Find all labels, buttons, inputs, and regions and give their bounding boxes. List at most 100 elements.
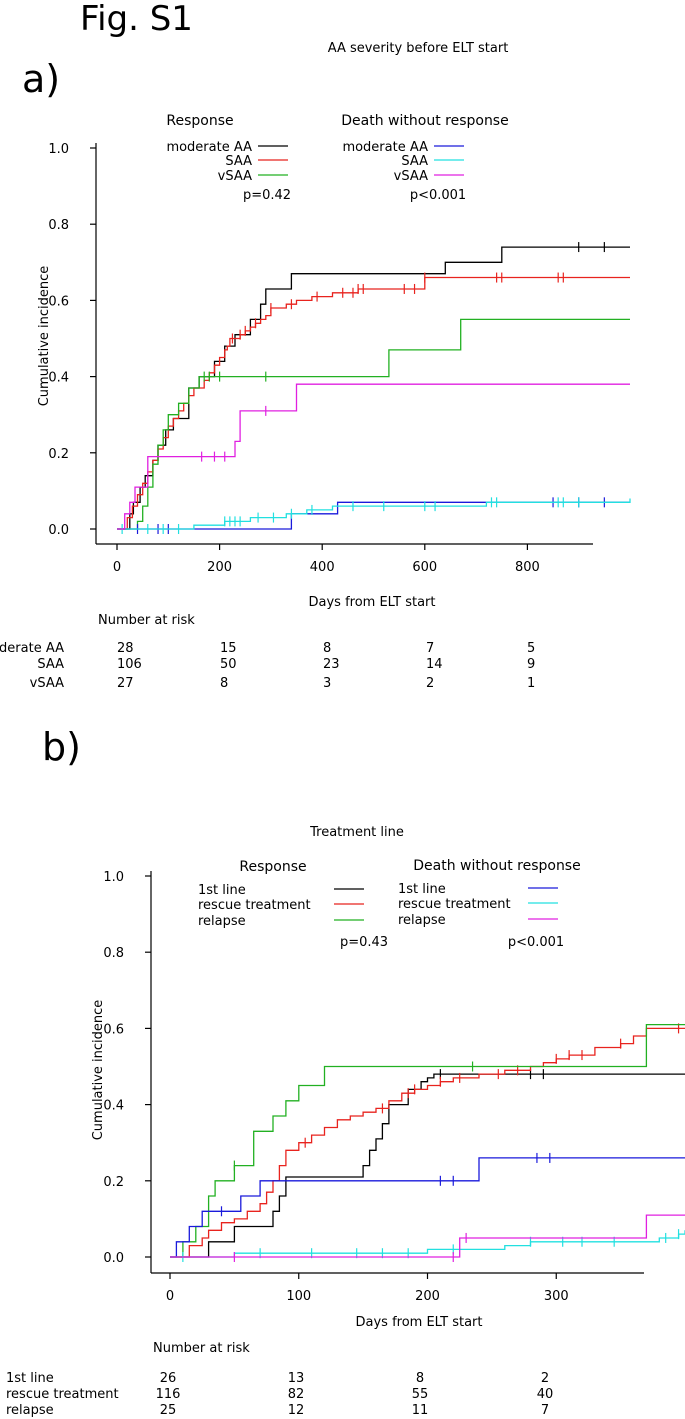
risk-table-cell: 82: [288, 1387, 305, 1402]
risk-table-a-row-label: vSAA: [30, 676, 64, 691]
panel-b-title: Treatment line: [309, 825, 404, 840]
risk-table-cell: 5: [527, 641, 535, 656]
risk-table-b-row-label: 1st line: [6, 1371, 54, 1386]
risk-table-cell: 9: [527, 657, 535, 672]
series-line-vsaa-response: [117, 318, 630, 530]
x-tick-label: 600: [412, 560, 437, 575]
risk-table-cell: 23: [323, 657, 340, 672]
risk-table-cell: 50: [220, 657, 237, 672]
risk-table-cell: 40: [537, 1387, 554, 1402]
x-tick-label: 300: [544, 1289, 569, 1304]
series-b: [170, 1023, 685, 1262]
risk-table-a-row-label: SAA: [37, 657, 64, 672]
risk-table-b-title: Number at risk: [153, 1341, 250, 1356]
x-tick-label: 800: [515, 560, 540, 575]
y-tick-label: 0.8: [103, 946, 124, 961]
risk-table-cell: 2: [426, 676, 434, 691]
ticks-a: 0 200 400 600 800 0.0 0.2 0.4 0.6 0.8 1.0: [48, 142, 540, 575]
x-tick-label: 0: [166, 1289, 174, 1304]
risk-table-cell: 25: [160, 1403, 177, 1418]
y-tick-label: 0.8: [48, 218, 69, 233]
risk-table-cell: 26: [160, 1371, 177, 1386]
series-line-rescue-treatment-response: [170, 1027, 685, 1258]
series-line-vsaa-death: [117, 383, 630, 530]
legend-a-response-title: Response: [166, 113, 233, 129]
legend-a-response-vsaa: vSAA: [218, 169, 252, 184]
risk-table-cell: 8: [323, 641, 331, 656]
risk-table-cell: 7: [541, 1403, 549, 1418]
y-tick-label: 0.6: [48, 294, 69, 309]
risk-table-b-row-label: rescue treatment: [6, 1387, 119, 1402]
x-axis-b-label: Days from ELT start: [356, 1315, 483, 1330]
panel-a-label: a): [22, 57, 60, 101]
legend-b-death-relapse: relapse: [398, 913, 446, 928]
x-axis-a-label: Days from ELT start: [309, 595, 436, 610]
series-line-saa-response: [117, 276, 630, 530]
legend-a-death-title: Death without response: [341, 113, 508, 129]
y-tick-label: 0.2: [103, 1175, 124, 1190]
p-value-a-response: p=0.42: [243, 188, 291, 203]
p-value-b-response: p=0.43: [340, 935, 388, 950]
risk-table-a-title: Number at risk: [98, 613, 195, 628]
y-tick-label: 0.0: [103, 1251, 124, 1266]
p-value-a-death: p<0.001: [410, 188, 466, 203]
x-tick-label: 200: [415, 1289, 440, 1304]
risk-table-cell: 8: [220, 676, 228, 691]
panel-b: b) Treatment line Response Death without…: [6, 725, 685, 1418]
x-tick-label: 400: [310, 560, 335, 575]
x-tick-label: 200: [207, 560, 232, 575]
legend-b-response-title: Response: [239, 859, 306, 875]
y-tick-label: 0.4: [48, 371, 69, 386]
risk-table-cell: 11: [412, 1403, 429, 1418]
risk-table-cell: 27: [117, 676, 134, 691]
series-a: [117, 242, 631, 534]
panel-b-label: b): [42, 725, 81, 769]
y-axis-a-label: Cumulative incidence: [37, 266, 52, 407]
legend-b-death-rescue: rescue treatment: [398, 897, 511, 912]
risk-table-cell: 106: [117, 657, 142, 672]
risk-table-cell: 3: [323, 676, 331, 691]
ticks-b: 0 100 200 300 0.0 0.2 0.4 0.6 0.8 1.0: [103, 870, 568, 1304]
x-tick-label: 100: [286, 1289, 311, 1304]
risk-table-cell: 55: [412, 1387, 429, 1402]
legend-a-response-moderate-aa: moderate AA: [166, 140, 252, 155]
risk-table-cell: 13: [288, 1371, 305, 1386]
risk-table-cell: 2: [541, 1371, 549, 1386]
legend-a-death-vsaa: vSAA: [394, 169, 428, 184]
y-tick-label: 1.0: [48, 142, 69, 157]
panel-a-title: AA severity before ELT start: [328, 41, 509, 56]
legend-b-response-1st-line: 1st line: [198, 883, 246, 898]
series-line-relapse-response: [170, 1023, 685, 1258]
y-axis-b-label: Cumulative incidence: [91, 1000, 106, 1141]
legend-a-death-saa: SAA: [401, 154, 428, 169]
figure-title: Fig. S1: [80, 0, 193, 39]
series-line-1st-line-response: [170, 1073, 685, 1258]
legend-a-response-saa: SAA: [225, 154, 252, 169]
risk-table-a: 28 15 8 7 5 106 50 23 14 9 27 8 3 2 1: [117, 641, 535, 691]
p-value-b-death: p<0.001: [508, 935, 564, 950]
risk-table-a-row-label: moderate AA: [0, 641, 64, 656]
x-tick-label: 0: [113, 560, 121, 575]
legend-b-response-rescue: rescue treatment: [198, 898, 311, 913]
risk-table-cell: 116: [156, 1387, 181, 1402]
legend-b-death-title: Death without response: [413, 858, 580, 874]
risk-table-cell: 12: [288, 1403, 305, 1418]
risk-table-b-row-label: relapse: [6, 1403, 54, 1418]
y-tick-label: 0.2: [48, 447, 69, 462]
y-tick-label: 0.4: [103, 1099, 124, 1114]
legend-b-response-relapse: relapse: [198, 914, 246, 929]
legend-a-death-moderate-aa: moderate AA: [342, 140, 428, 155]
y-tick-label: 0.0: [48, 523, 69, 538]
series-line-saa-death: [117, 498, 631, 530]
risk-table-cell: 7: [426, 641, 434, 656]
risk-table-cell: 1: [527, 676, 535, 691]
y-tick-label: 0.6: [103, 1022, 124, 1037]
risk-table-cell: 14: [426, 657, 443, 672]
risk-table-cell: 15: [220, 641, 237, 656]
y-tick-label: 1.0: [103, 870, 124, 885]
risk-table-cell: 28: [117, 641, 134, 656]
series-line-1st-line-death: [170, 1157, 685, 1258]
legend-b-death-1st-line: 1st line: [398, 882, 446, 897]
series-line-rescue-treatment-death: [170, 1230, 685, 1258]
